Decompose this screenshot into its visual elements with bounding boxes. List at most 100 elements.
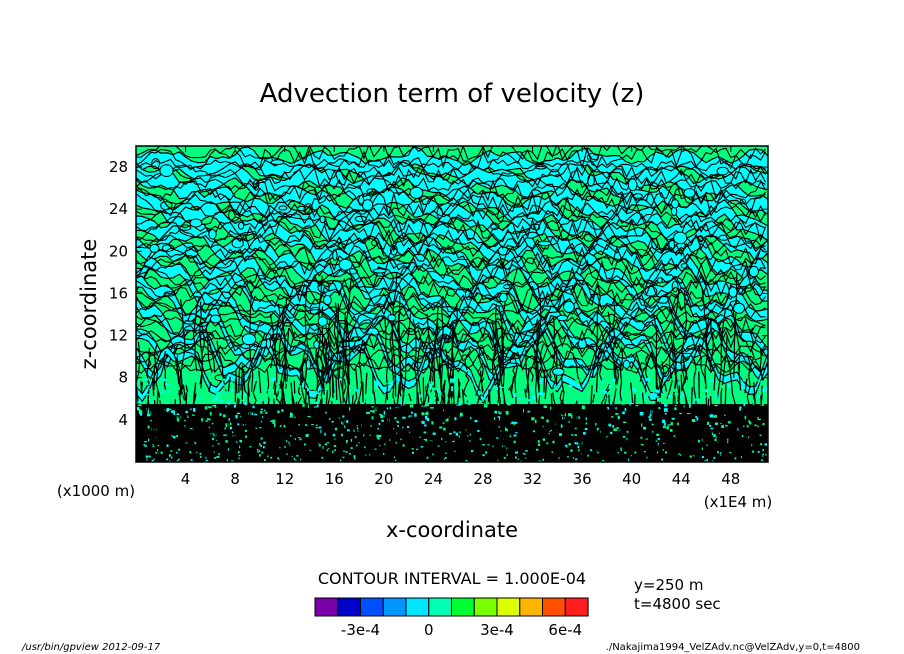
field-speck <box>237 412 241 415</box>
plume-contour <box>300 344 308 411</box>
plume-contour <box>333 314 344 417</box>
dense-contour <box>543 370 546 393</box>
plume-contour <box>475 355 484 396</box>
field-speck <box>467 402 471 405</box>
field-speck <box>158 397 161 401</box>
dense-contour <box>461 389 466 411</box>
field-speck <box>178 448 181 451</box>
field-speck <box>469 433 471 436</box>
field-speck <box>679 412 682 415</box>
field-speck <box>205 420 208 422</box>
closed-contour <box>309 306 322 315</box>
field-speck <box>646 456 648 459</box>
field-speck <box>338 417 341 419</box>
closed-contour <box>338 258 353 271</box>
field-speck <box>704 384 706 387</box>
field-speck <box>626 438 628 441</box>
dense-contour <box>303 369 308 390</box>
plume-contour <box>205 327 213 374</box>
field-speck <box>751 450 755 453</box>
field-speck <box>455 432 459 436</box>
dense-contour <box>205 427 210 450</box>
field-speck <box>148 438 150 442</box>
dense-contour <box>351 394 354 407</box>
field-speck <box>436 389 441 393</box>
dense-contour <box>561 400 565 421</box>
field-speck <box>173 435 176 439</box>
field-speck <box>264 381 267 383</box>
closed-contour <box>660 365 670 377</box>
dense-contour <box>372 433 375 455</box>
field-speck <box>169 408 172 410</box>
closed-contour <box>160 201 173 211</box>
field-speck <box>396 381 399 384</box>
closed-contour <box>241 333 257 346</box>
field-speck <box>737 428 739 431</box>
field-speck <box>453 431 456 434</box>
field-speck <box>551 451 554 453</box>
field-speck <box>755 379 760 381</box>
field-speck <box>389 379 393 383</box>
field-speck <box>641 423 643 427</box>
field-speck <box>293 458 295 460</box>
dense-contour <box>360 380 364 390</box>
dense-contour <box>441 383 445 398</box>
closed-contour <box>499 292 508 303</box>
field-speck <box>356 427 360 429</box>
contour-line <box>136 317 766 340</box>
field-speck <box>469 440 471 442</box>
dense-contour <box>682 420 685 450</box>
field-speck <box>423 431 427 434</box>
closed-contour <box>208 229 217 240</box>
field-speck <box>574 427 577 430</box>
dense-contour <box>713 372 716 391</box>
field-speck <box>441 437 443 440</box>
field-speck <box>396 421 399 423</box>
field-speck <box>284 445 286 449</box>
dense-contour <box>451 420 455 439</box>
field-speck <box>662 442 665 444</box>
field-speck <box>517 458 520 460</box>
dense-contour <box>312 439 316 448</box>
field-speck <box>319 444 321 448</box>
field-speck <box>356 425 360 427</box>
field-speck <box>365 454 367 456</box>
field-speck <box>597 387 601 391</box>
field-speck <box>713 456 716 459</box>
field-speck <box>277 458 280 460</box>
closed-contour <box>163 291 176 297</box>
field-speck <box>670 422 673 426</box>
plume-contour <box>572 353 583 390</box>
field-speck <box>342 422 344 425</box>
field-speck <box>225 423 229 427</box>
dense-contour <box>498 416 502 440</box>
dense-contour <box>291 394 296 407</box>
plot-frame <box>135 145 769 463</box>
field-speck <box>408 416 410 418</box>
field-speck <box>426 456 429 459</box>
dense-contour <box>574 400 578 426</box>
closed-contour <box>390 245 398 256</box>
field-speck <box>494 417 496 420</box>
field-speck <box>416 448 419 451</box>
field-speck <box>746 425 749 428</box>
contour-line <box>136 314 766 329</box>
y-tick-label: 16 <box>109 284 128 302</box>
field-speck <box>296 455 299 457</box>
field-speck <box>393 456 395 459</box>
field-speck <box>184 420 186 422</box>
dense-contour <box>441 392 446 407</box>
field-speck <box>277 410 280 414</box>
field-speck <box>511 421 514 424</box>
field-speck <box>334 438 336 440</box>
dense-contour <box>657 444 660 456</box>
field-speck <box>552 440 555 444</box>
field-speck <box>206 418 209 420</box>
field-speck <box>217 401 221 403</box>
field-speck <box>239 439 242 443</box>
dense-contour <box>600 414 604 427</box>
field-speck <box>381 397 384 400</box>
dense-contour <box>355 368 359 390</box>
dense-contour <box>383 446 387 460</box>
field-speck <box>153 386 157 389</box>
